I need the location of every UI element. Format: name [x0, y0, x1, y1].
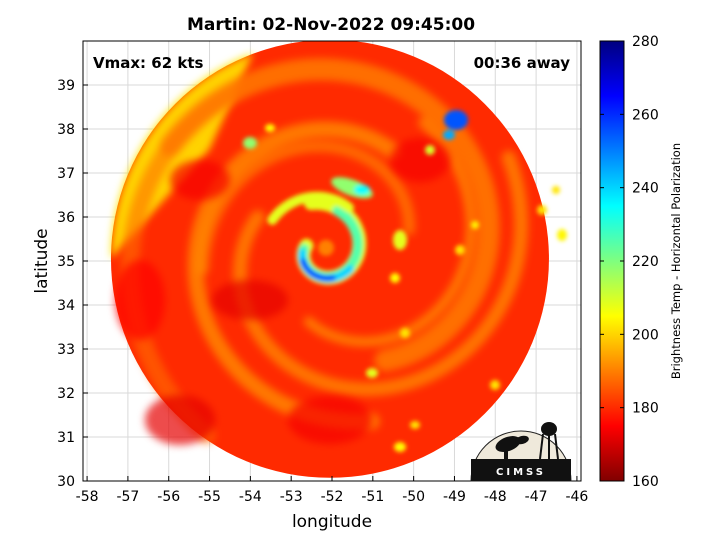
- x-tick-label: -53: [280, 489, 303, 505]
- x-tick-label: -48: [484, 489, 507, 505]
- colorbar-tick-label: 180: [632, 401, 659, 417]
- x-tick-label: -58: [76, 489, 99, 505]
- y-tick-label: 35: [57, 254, 75, 270]
- colorbar-tick-label: 260: [632, 107, 659, 123]
- x-axis-label: longitude: [292, 512, 372, 532]
- y-tick-label: 36: [57, 210, 75, 226]
- chart-title: Martin: 02-Nov-2022 09:45:00: [187, 15, 475, 35]
- brightness-temp-swath: [110, 41, 567, 478]
- cold-patches: [115, 138, 450, 445]
- time-away-annotation: 00:36 away: [474, 54, 571, 72]
- x-tick-label: -56: [157, 489, 180, 505]
- colorbar-tick-label: 200: [632, 327, 659, 343]
- vmax-annotation: Vmax: 62 kts: [93, 54, 203, 72]
- colorbar-tick-label: 220: [632, 254, 659, 270]
- y-axis-ticks: 30 31 32 33 34 35 36 37 38 39: [57, 78, 88, 490]
- x-tick-label: -55: [198, 489, 221, 505]
- convective-cells: [243, 110, 567, 452]
- y-tick-label: 30: [57, 474, 75, 490]
- x-tick-label: -57: [116, 489, 139, 505]
- y-axis-label: latitude: [32, 228, 52, 293]
- y-tick-label: 34: [57, 298, 75, 314]
- colorbar-ticks: 160 180 200 220 240 260 280: [600, 34, 659, 490]
- x-tick-label: -46: [565, 489, 588, 505]
- y-tick-label: 37: [57, 166, 75, 182]
- y-tick-label: 31: [57, 430, 75, 446]
- y-tick-label: 38: [57, 122, 75, 138]
- colorbar-tick-label: 280: [632, 34, 659, 50]
- x-tick-label: -49: [443, 489, 466, 505]
- x-axis-ticks: -58 -57 -56 -55 -54 -53 -52 -51 -50 -49 -48 -47 -46: [76, 476, 588, 505]
- x-tick-label: -47: [525, 489, 548, 505]
- colorbar-tick-label: 240: [632, 181, 659, 197]
- y-tick-label: 32: [57, 386, 75, 402]
- colorbar-tick-label: 160: [632, 474, 659, 490]
- x-tick-label: -54: [239, 489, 262, 505]
- y-tick-label: 33: [57, 342, 75, 358]
- y-tick-label: 39: [57, 78, 75, 94]
- cimss-logo: CIMSS: [470, 422, 572, 482]
- colorbar-label: Brightness Temp - Horizontal Polarizatio…: [669, 143, 683, 379]
- x-tick-label: -52: [321, 489, 344, 505]
- eyewall: [267, 177, 373, 285]
- x-tick-label: -50: [402, 489, 425, 505]
- logo-label: CIMSS: [496, 467, 546, 478]
- x-tick-label: -51: [361, 489, 384, 505]
- colorbar: 160 180 200 220 240 260 280 Brightness Temp - …: [599, 34, 683, 490]
